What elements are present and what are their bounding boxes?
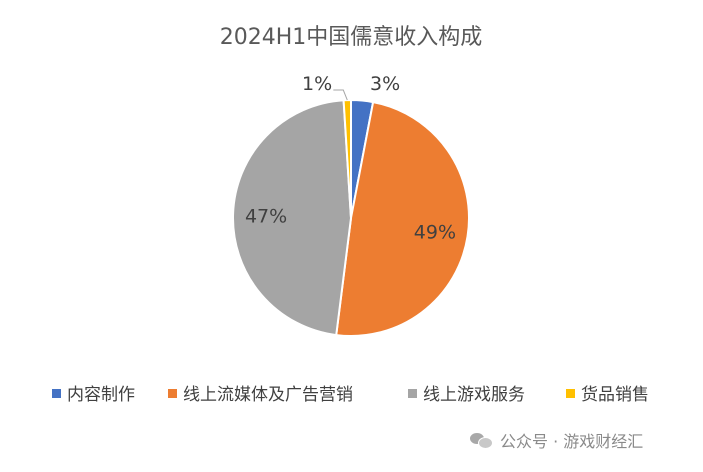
watermark-text: 公众号 · 游戏财经汇 — [500, 432, 644, 451]
wechat-icon — [470, 431, 493, 449]
pie-slice-4 — [342, 98, 352, 219]
legend-label-2: 线上流媒体及广告营销 — [183, 385, 353, 405]
watermark: 公众号 · 游戏财经汇 — [470, 428, 643, 452]
pie-slice-3 — [232, 99, 353, 337]
chart-title: 2024H1中国儒意收入构成 — [220, 25, 483, 50]
legend-swatch-2 — [168, 389, 177, 398]
pie-data-labels: 3% 49% 47% 1% — [245, 73, 456, 243]
data-label-1: 3% — [370, 73, 400, 95]
data-label-2: 49% — [414, 221, 456, 243]
legend-label-3: 线上游戏服务 — [423, 385, 525, 405]
data-label-3: 47% — [245, 205, 287, 227]
legend-swatch-1 — [52, 389, 61, 398]
pie-slice-2 — [335, 100, 470, 337]
legend-swatch-4 — [566, 389, 575, 398]
pie-slices — [232, 98, 470, 337]
legend-swatch-3 — [408, 389, 417, 398]
leader-line-4 — [333, 89, 348, 101]
data-label-4: 1% — [302, 73, 332, 95]
legend-label-1: 内容制作 — [67, 385, 135, 405]
chart-legend: 内容制作 线上流媒体及广告营销 线上游戏服务 货品销售 — [52, 385, 649, 405]
legend-label-4: 货品销售 — [581, 385, 649, 405]
